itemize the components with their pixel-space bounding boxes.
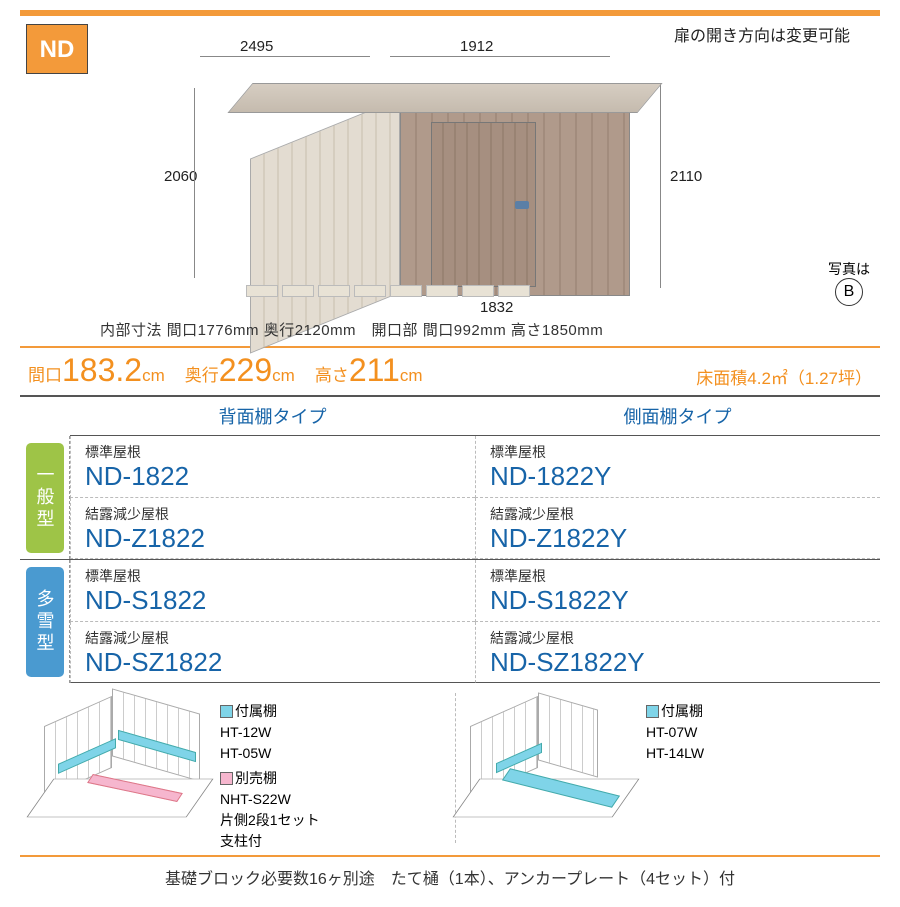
type-general: 一般型 [26,443,64,553]
inner-dimensions: 内部寸法 間口1776mm 奥行2120mm 開口部 間口992mm 高さ185… [100,319,603,340]
accessories: 付属棚 HT-12W HT-05W 別売棚 NHT-S22W 片側2段1セット … [20,683,880,851]
model-code: ND-S1822 [85,586,461,615]
product-figure: ND 扉の開き方向は変更可能 2495 1912 2060 2110 2290 … [20,18,880,348]
acc-side-shelf: 付属棚 HT-07W HT-14LW [455,693,870,843]
dim-roof-depth: 2495 [240,38,273,55]
dim-front-height: 2110 [670,168,702,185]
type-snow: 多雪型 [26,567,64,677]
photo-ref: 写真は B [828,261,870,306]
model-code: ND-1822Y [490,462,866,491]
model-code: ND-1822 [85,462,461,491]
model-code: ND-Z1822Y [490,524,866,553]
model-code: ND-Z1822 [85,524,461,553]
model-code: ND-SZ1822 [85,648,461,677]
shed-diagram: 2495 1912 2060 2110 2290 1832 [160,38,720,318]
series-badge: ND [26,24,88,74]
dim-side-height: 2060 [164,168,197,185]
top-accent-bar [20,10,880,16]
model-table: 背面棚タイプ 側面棚タイプ 一般型 標準屋根ND-1822 標準屋根ND-182… [20,396,880,683]
summary-row: 間口183.2cm 奥行229cm 高さ211cm 床面積4.2㎡（1.27坪） [20,348,880,396]
floor-area: 床面積4.2㎡（1.27坪） [696,364,872,389]
col-head-back: 背面棚タイプ [70,397,475,436]
footer-note: 基礎ブロック必要数16ヶ別途 たて樋（1本）、アンカープレート（4セット）付 [20,865,880,897]
model-code: ND-SZ1822Y [490,648,866,677]
model-code: ND-S1822Y [490,586,866,615]
col-head-side: 側面棚タイプ [475,397,880,436]
acc-back-shelf: 付属棚 HT-12W HT-05W 別売棚 NHT-S22W 片側2段1セット … [30,693,445,843]
dim-roof-width: 1912 [460,38,493,55]
footer-accent [20,855,880,857]
